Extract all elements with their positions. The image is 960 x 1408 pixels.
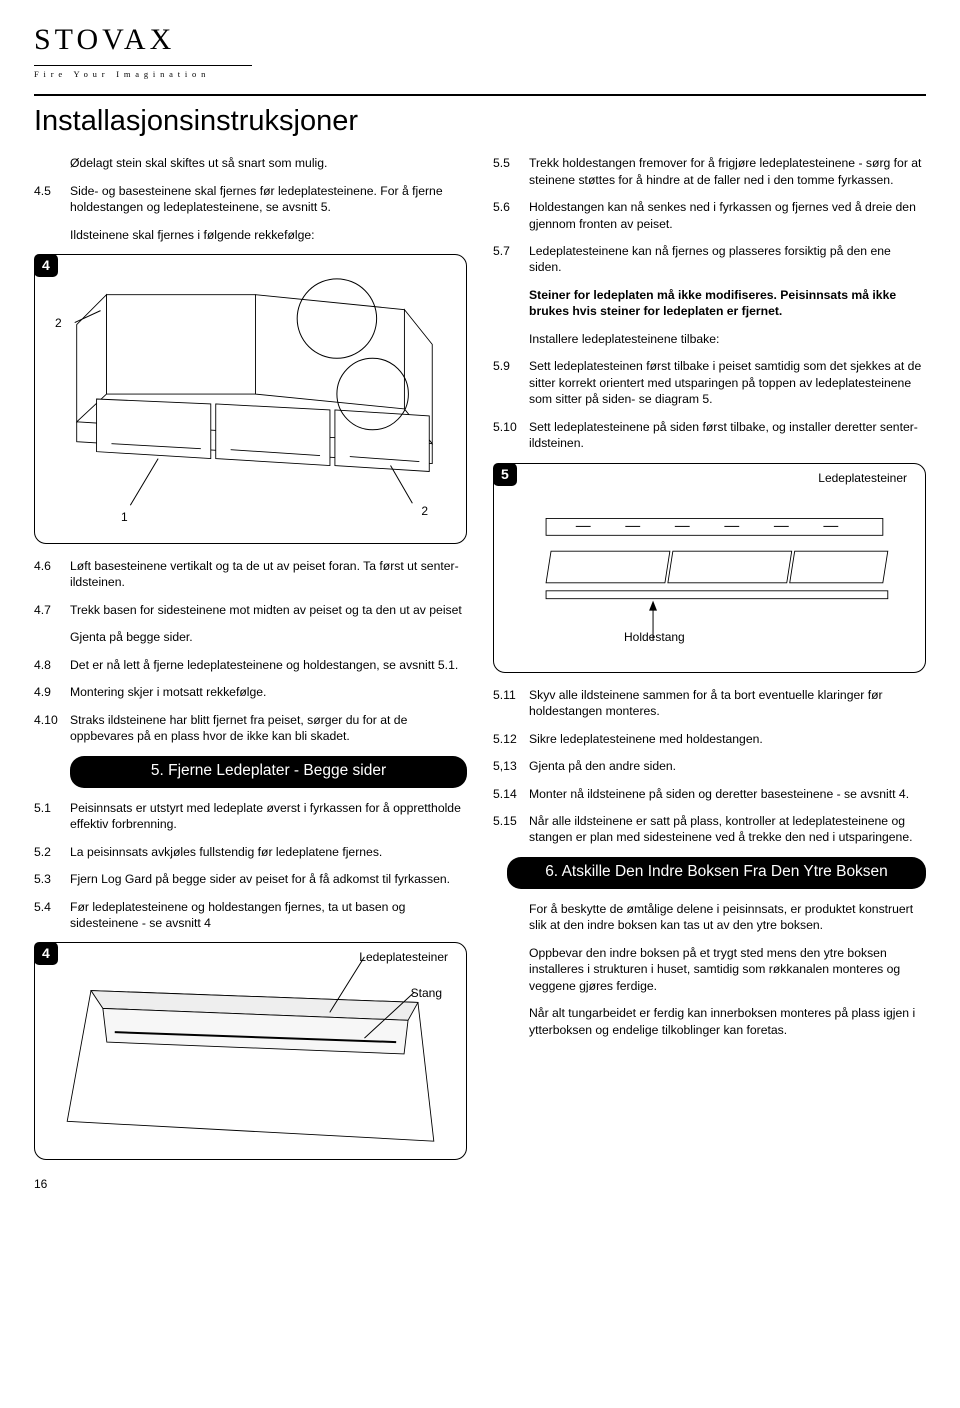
item-number: 4.5 [34, 183, 70, 216]
item-number: 4.8 [34, 657, 70, 673]
item-5-14: 5.14 Monter nå ildsteinene på siden og d… [493, 786, 926, 802]
item-5-15: 5.15 Når alle ildsteinene er satt på pla… [493, 813, 926, 846]
intro-text: Ødelagt stein skal skiftes ut så snart s… [34, 155, 467, 171]
item-number: 5.7 [493, 243, 529, 276]
diagram-label-stang: Stang [411, 985, 442, 1001]
reinstall-heading: Installere ledeplatesteinene tilbake: [493, 331, 926, 347]
item-number: 5.5 [493, 155, 529, 188]
title-rule [34, 94, 926, 96]
item-number: 5.11 [493, 687, 529, 720]
item-number: 5.3 [34, 871, 70, 887]
item-number: 5.10 [493, 419, 529, 452]
item-4-8: 4.8 Det er nå lett å fjerne ledeplateste… [34, 657, 467, 673]
item-text: Trekk holdestangen fremover for å frigjø… [529, 155, 926, 188]
item-text: Side- og basesteinene skal fjernes før l… [70, 183, 467, 216]
item-number: 5.6 [493, 199, 529, 232]
item-text: Sett ledeplatesteinen først tilbake i pe… [529, 358, 926, 407]
diagram-tag: 5 [493, 463, 517, 486]
item-5-13: 5,13 Gjenta på den andre siden. [493, 758, 926, 774]
item-4-6: 4.6 Løft basesteinene vertikalt og ta de… [34, 558, 467, 591]
item-number: 4.10 [34, 712, 70, 745]
item-5-5: 5.5 Trekk holdestangen fremover for å fr… [493, 155, 926, 188]
brand-tagline: Fire Your Imagination [34, 69, 926, 80]
item-text: La peisinnsats avkjøles fullstendig før … [70, 844, 467, 860]
item-5-12: 5.12 Sikre ledeplatesteinene med holdest… [493, 731, 926, 747]
repeat-both-sides: Gjenta på begge sider. [34, 629, 467, 645]
item-5-2: 5.2 La peisinnsats avkjøles fullstendig … [34, 844, 467, 860]
item-5-1: 5.1 Peisinnsats er utstyrt med ledeplate… [34, 800, 467, 833]
warning-text: Steiner for ledeplaten må ikke modifiser… [493, 287, 926, 320]
section-6-heading: 6. Atskille Den Indre Boksen Fra Den Ytr… [507, 857, 926, 889]
item-number: 5.12 [493, 731, 529, 747]
item-number: 5.2 [34, 844, 70, 860]
item-text: Gjenta på den andre siden. [529, 758, 926, 774]
item-text: Straks ildsteinene har blitt fjernet fra… [70, 712, 467, 745]
section-6-para-b: Oppbevar den indre boksen på et trygt st… [493, 945, 926, 994]
item-number: 4.6 [34, 558, 70, 591]
diagram-5-svg [494, 464, 925, 672]
item-text: Sikre ledeplatesteinene med holdestangen… [529, 731, 926, 747]
item-text: Når alle ildsteinene er satt på plass, k… [529, 813, 926, 846]
right-column: 5.5 Trekk holdestangen fremover for å fr… [493, 155, 926, 1160]
diagram-4-bottom: 4 Ledeplatesteiner Stang [34, 942, 467, 1160]
item-number: 5,13 [493, 758, 529, 774]
diagram-label-holdestang: Holdestang [624, 629, 685, 645]
item-text: Holdestangen kan nå senkes ned i fyrkass… [529, 199, 926, 232]
diagram-label-ledeplatesteiner: Ledeplatesteiner [818, 470, 907, 486]
item-5-6: 5.6 Holdestangen kan nå senkes ned i fyr… [493, 199, 926, 232]
item-text: Sett ledeplatesteinene på siden først ti… [529, 419, 926, 452]
item-number: 5.9 [493, 358, 529, 407]
item-text: Montering skjer i motsatt rekkefølge. [70, 684, 467, 700]
page-title: Installasjonsinstruksjoner [34, 102, 926, 141]
item-number: 4.7 [34, 602, 70, 618]
item-text: Fjern Log Gard på begge sider av peiset … [70, 871, 467, 887]
diagram-tag: 4 [34, 254, 58, 277]
item-5-9: 5.9 Sett ledeplatesteinen først tilbake … [493, 358, 926, 407]
brand-block: STOVAX Fire Your Imagination [34, 20, 926, 80]
item-text: Det er nå lett å fjerne ledeplatesteinen… [70, 657, 467, 673]
item-5-7: 5.7 Ledeplatesteinene kan nå fjernes og … [493, 243, 926, 276]
item-text: Før ledeplatesteinene og holdestangen fj… [70, 899, 467, 932]
item-number: 4.9 [34, 684, 70, 700]
diagram-label-2b: 2 [421, 503, 428, 519]
diagram-label-1: 1 [121, 509, 128, 525]
item-5-4: 5.4 Før ledeplatesteinene og holdestange… [34, 899, 467, 932]
page-number: 16 [34, 1176, 926, 1192]
item-text: Trekk basen for sidesteinene mot midten … [70, 602, 467, 618]
item-number: 5.1 [34, 800, 70, 833]
item-number: 5.14 [493, 786, 529, 802]
item-number: 5.4 [34, 899, 70, 932]
item-text: Ledeplatesteinene kan nå fjernes og plas… [529, 243, 926, 276]
diagram-tag: 4 [34, 942, 58, 965]
section-5-heading: 5. Fjerne Ledeplater - Begge sider [70, 756, 467, 788]
item-5-10: 5.10 Sett ledeplatesteinene på siden før… [493, 419, 926, 452]
diagram-5: 5 Ledeplatesteiner Holdestang [493, 463, 926, 673]
item-4-5: 4.5 Side- og basesteinene skal fjernes f… [34, 183, 467, 216]
item-5-11: 5.11 Skyv alle ildsteinene sammen for å … [493, 687, 926, 720]
diagram-4-top: 4 [34, 254, 467, 544]
brand-name: STOVAX [34, 20, 926, 61]
left-column: Ødelagt stein skal skiftes ut så snart s… [34, 155, 467, 1160]
item-text: Skyv alle ildsteinene sammen for å ta bo… [529, 687, 926, 720]
diagram-label-ledeplatesteiner: Ledeplatesteiner [359, 949, 448, 965]
item-4-7: 4.7 Trekk basen for sidesteinene mot mid… [34, 602, 467, 618]
brand-rule [34, 65, 252, 66]
item-text: Peisinnsats er utstyrt med ledeplate øve… [70, 800, 467, 833]
sequence-note: Ildsteinene skal fjernes i følgende rekk… [34, 227, 467, 243]
item-number: 5.15 [493, 813, 529, 846]
item-5-3: 5.3 Fjern Log Gard på begge sider av pei… [34, 871, 467, 887]
diagram-4-top-svg [35, 255, 466, 543]
item-4-9: 4.9 Montering skjer i motsatt rekkefølge… [34, 684, 467, 700]
item-text: Monter nå ildsteinene på siden og derett… [529, 786, 926, 802]
diagram-4-bottom-svg [35, 943, 466, 1159]
item-4-10: 4.10 Straks ildsteinene har blitt fjerne… [34, 712, 467, 745]
diagram-label-2: 2 [55, 315, 62, 331]
section-6-para-a: For å beskytte de ømtålige delene i peis… [493, 901, 926, 934]
item-text: Løft basesteinene vertikalt og ta de ut … [70, 558, 467, 591]
section-6-para-c: Når alt tungarbeidet er ferdig kan inner… [493, 1005, 926, 1038]
